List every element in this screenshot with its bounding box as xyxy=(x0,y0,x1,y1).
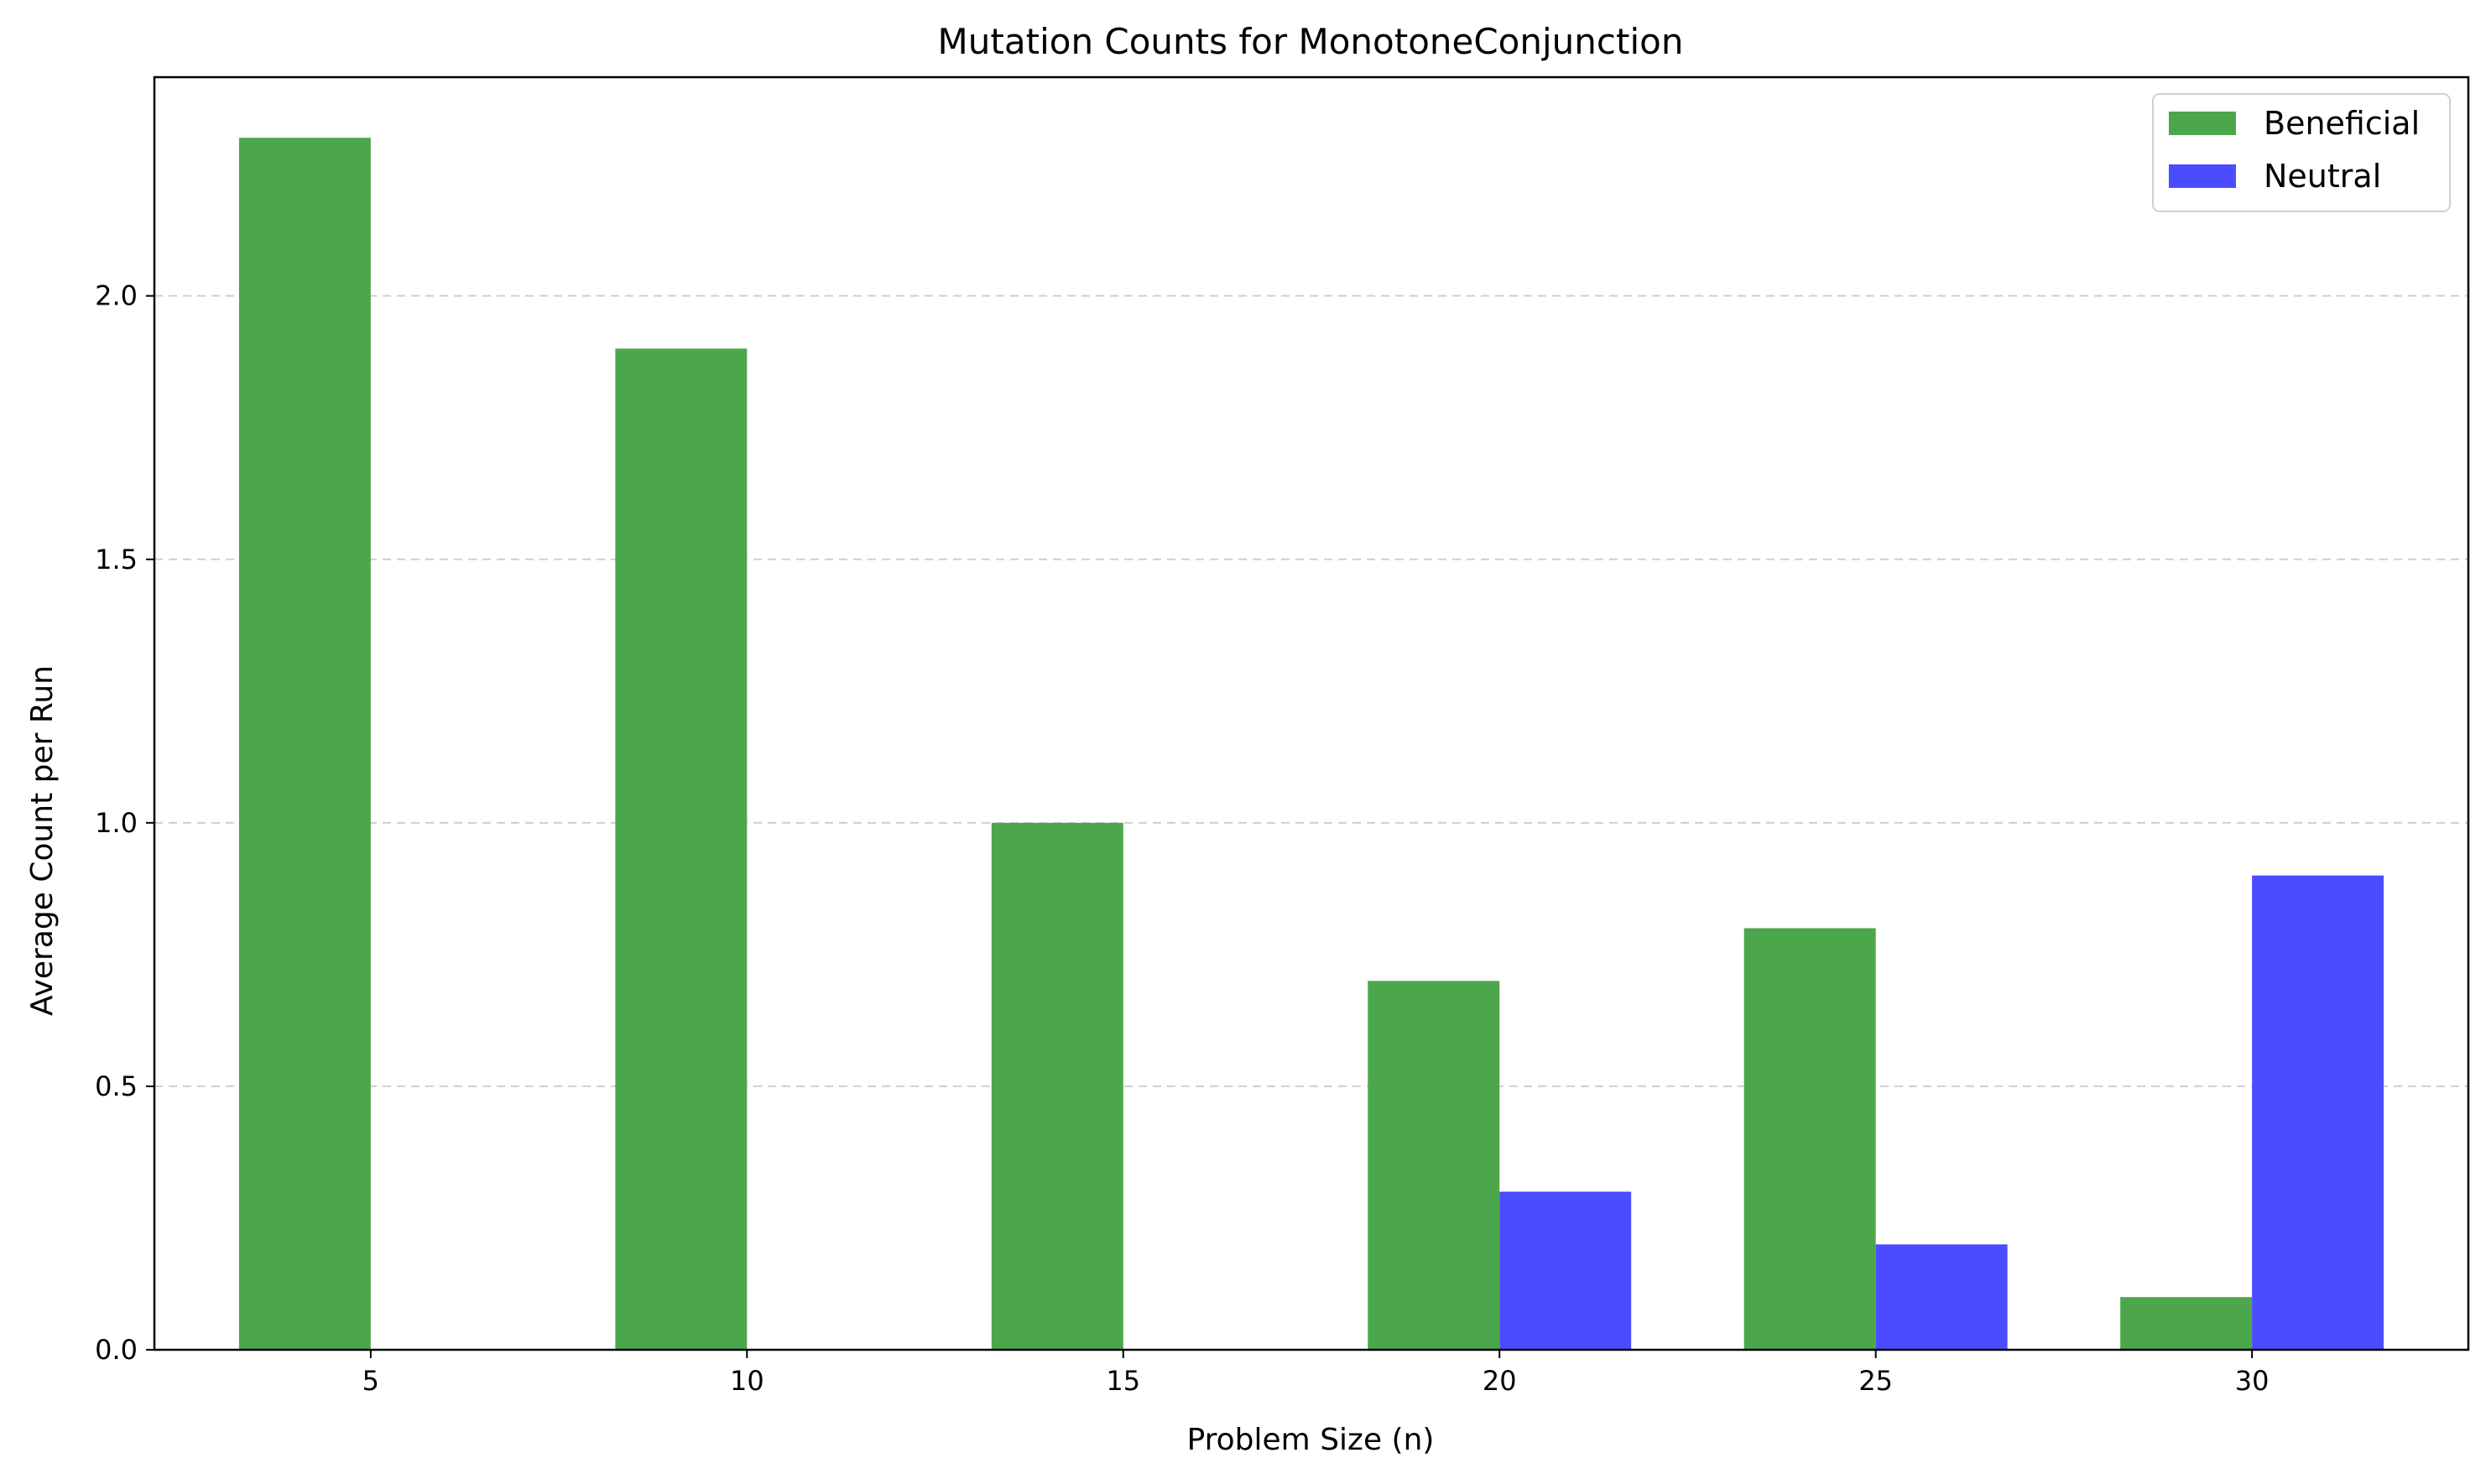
bar-neutral-20 xyxy=(1499,1191,1632,1350)
legend-swatch-neutral xyxy=(2169,164,2236,188)
y-tick-label-0: 0.0 xyxy=(95,1334,138,1366)
y-tick-label-4: 2.0 xyxy=(95,280,138,312)
legend-label-beneficial: Beneficial xyxy=(2264,105,2420,142)
y-tick-label-2: 1.0 xyxy=(95,807,138,839)
chart-title: Mutation Counts for MonotoneConjunction xyxy=(938,21,1684,62)
bar-beneficial-10 xyxy=(615,348,748,1351)
y-tick-label-3: 1.5 xyxy=(95,544,138,575)
x-axis: 5 10 15 20 25 30 xyxy=(362,1350,2270,1397)
plot-frame xyxy=(153,76,2470,1351)
legend: Beneficial Neutral xyxy=(2152,93,2451,212)
x-tick-label-5: 5 xyxy=(362,1365,379,1397)
x-tick-label-15: 15 xyxy=(1106,1365,1140,1397)
bars xyxy=(238,138,2384,1351)
x-tick-label-30: 30 xyxy=(2235,1365,2270,1397)
gridlines xyxy=(154,294,2468,1087)
y-axis: 0.0 0.5 1.0 1.5 2.0 xyxy=(95,280,154,1366)
bar-beneficial-25 xyxy=(1743,928,1876,1350)
legend-label-neutral: Neutral xyxy=(2264,158,2381,195)
x-tick-label-25: 25 xyxy=(1858,1365,1893,1397)
y-tick-label-1: 0.5 xyxy=(95,1070,138,1102)
bar-beneficial-20 xyxy=(1368,981,1500,1350)
bar-neutral-25 xyxy=(1875,1244,2008,1350)
x-tick-label-10: 10 xyxy=(730,1365,764,1397)
x-tick-label-20: 20 xyxy=(1483,1365,1517,1397)
x-axis-label: Problem Size (n) xyxy=(1187,1423,1435,1457)
bar-beneficial-30 xyxy=(2120,1297,2253,1350)
legend-swatch-beneficial xyxy=(2169,112,2236,135)
bar-beneficial-15 xyxy=(991,822,1123,1350)
bar-neutral-30 xyxy=(2252,875,2384,1350)
bar-beneficial-5 xyxy=(238,138,371,1351)
y-axis-label: Average Count per Run xyxy=(25,665,60,1016)
